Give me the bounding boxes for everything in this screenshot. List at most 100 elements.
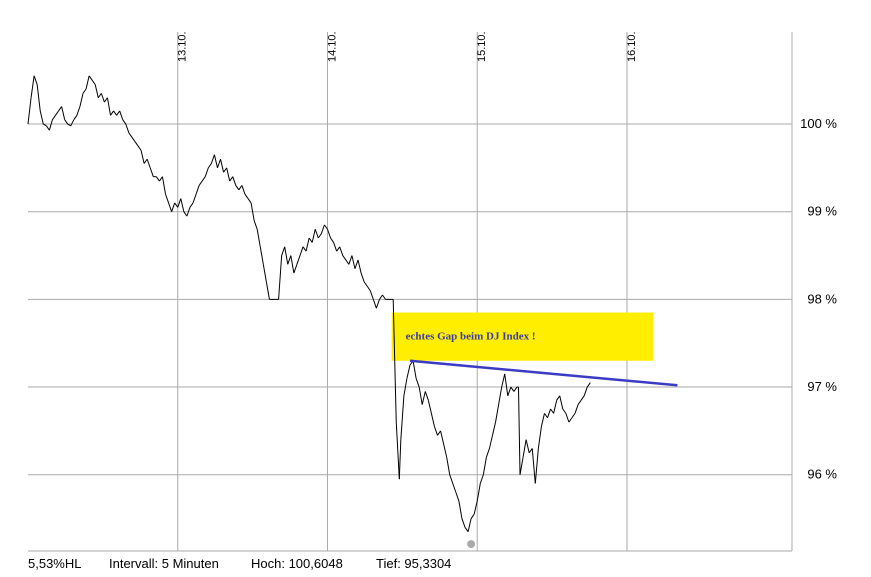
trendline xyxy=(409,359,678,387)
series-segment xyxy=(64,119,69,125)
series-segment xyxy=(174,202,179,208)
series-segment xyxy=(125,123,130,133)
series-segment xyxy=(392,299,397,423)
series-segment xyxy=(290,255,295,274)
series-segment xyxy=(58,106,63,112)
series-segment xyxy=(143,158,148,164)
series-segment xyxy=(278,255,283,300)
series-segment xyxy=(247,198,252,204)
series-segment xyxy=(531,448,536,484)
series-segment xyxy=(562,408,567,414)
series-segment xyxy=(253,220,258,230)
series-segment xyxy=(379,294,383,300)
series-segment xyxy=(476,483,481,502)
series-segment xyxy=(299,246,304,256)
series-segment xyxy=(45,125,50,131)
series-segment xyxy=(33,75,38,85)
series-segment xyxy=(418,386,423,405)
x-tick-label: 15.10. xyxy=(476,31,488,62)
annotation-text: echtes Gap beim DJ Index ! xyxy=(406,331,536,343)
series-segment xyxy=(504,373,509,396)
x-tick-label: 13.10. xyxy=(177,31,189,62)
series-segment xyxy=(250,202,255,221)
series-segment xyxy=(479,474,484,484)
series-segment xyxy=(165,194,170,204)
series-segment xyxy=(36,84,41,111)
series-segment xyxy=(510,386,515,392)
footer-high: Hoch: 100,6048 xyxy=(251,556,343,571)
annotation-box xyxy=(391,312,653,361)
series-segment xyxy=(146,158,151,169)
series-segment xyxy=(537,426,542,449)
series-segment xyxy=(565,413,570,423)
series-segment xyxy=(296,255,301,265)
series-segment xyxy=(464,527,469,532)
series-segment xyxy=(201,176,206,182)
series-segment xyxy=(369,290,374,300)
series-segment xyxy=(106,97,112,116)
series-segment xyxy=(158,176,163,182)
series-segment xyxy=(547,408,552,418)
x-axis-tick-labels: 13.10. 14.10. 15.10. 16.10. xyxy=(177,31,638,62)
series-segment xyxy=(550,408,555,414)
series-segment xyxy=(528,448,533,454)
series-segment xyxy=(372,299,377,309)
series-segment xyxy=(198,180,203,186)
series-segment xyxy=(366,285,371,291)
series-segment xyxy=(207,163,212,169)
series-segment xyxy=(568,417,573,423)
series-segment xyxy=(406,365,411,379)
series-segment xyxy=(27,97,32,125)
series-segment xyxy=(308,237,313,243)
y-tick-label: 97 % xyxy=(807,379,837,394)
series-segment xyxy=(76,106,81,116)
series-segment xyxy=(73,114,78,120)
series-segment xyxy=(522,439,527,458)
series-segment xyxy=(519,457,524,475)
series-segment xyxy=(534,448,539,484)
footer-low: Tief: 95,3304 xyxy=(376,556,452,571)
series-segment xyxy=(113,110,118,116)
series-segment xyxy=(342,255,347,261)
y-tick-label: 100 % xyxy=(800,116,837,131)
series-segment xyxy=(30,75,35,98)
series-segment xyxy=(180,198,185,212)
series-segment xyxy=(345,259,350,265)
series-segment xyxy=(412,360,417,379)
series-segment xyxy=(94,84,99,98)
series-segment xyxy=(256,229,261,247)
chart-grid xyxy=(28,32,793,552)
series-segment xyxy=(82,88,87,94)
series-segment xyxy=(70,119,75,127)
series-segment xyxy=(440,430,445,445)
series-segment xyxy=(333,242,338,252)
series-segment xyxy=(183,211,188,217)
series-segment xyxy=(433,426,438,436)
series-segment xyxy=(339,246,344,256)
series-segment xyxy=(213,154,218,169)
series-segment xyxy=(128,132,133,138)
series-segment xyxy=(168,202,173,212)
series-segment xyxy=(229,176,234,182)
series-segment xyxy=(97,93,102,99)
low-marker xyxy=(467,540,476,549)
series-segment xyxy=(43,123,47,127)
series-segment xyxy=(461,518,466,528)
series-segment xyxy=(495,404,500,423)
series-segment xyxy=(281,246,286,256)
series-segment xyxy=(293,264,298,274)
y-tick-label: 96 % xyxy=(807,467,837,482)
series-segment xyxy=(216,158,222,169)
series-segment xyxy=(232,176,237,186)
series-segment xyxy=(354,259,359,269)
series-segment xyxy=(540,413,545,427)
series-segment xyxy=(195,185,200,195)
series-segment xyxy=(498,386,503,405)
series-segment xyxy=(320,224,325,234)
x-tick-label: 14.10. xyxy=(326,31,338,62)
series-segment xyxy=(61,106,66,120)
series-segment xyxy=(149,167,154,177)
series-segment xyxy=(449,474,454,484)
series-segment xyxy=(103,97,108,103)
